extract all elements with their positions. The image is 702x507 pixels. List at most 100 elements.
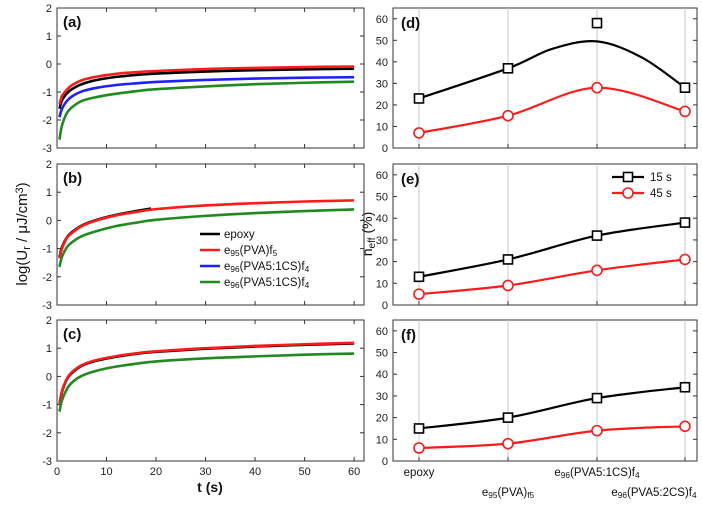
panel-label: (b) — [63, 170, 82, 187]
marker-circle-45-s — [502, 279, 514, 292]
category-label-part: 4 — [635, 471, 640, 480]
legend-label-part: 96 — [230, 281, 240, 290]
right-axis-labels: neff (%) — [359, 212, 378, 257]
legend-label: 15 s — [650, 172, 672, 184]
marker-circle-45-s — [502, 109, 514, 122]
y-tick-label: -1 — [42, 400, 52, 412]
marker-square-15-s — [679, 381, 691, 393]
series-line-45-s — [418, 425, 686, 450]
panel-e: 0 10 20 30 40 50 60 (e) — [376, 163, 698, 312]
y-tick-label: -3 — [42, 300, 52, 312]
category-label-part: 96 — [618, 491, 628, 500]
y-tick-label: 1 — [46, 31, 52, 43]
marker-circle-45-s — [413, 127, 425, 139]
legend-marker-circle — [622, 187, 634, 199]
series-line-45-s — [418, 258, 686, 296]
x-tick-label: 10 — [100, 466, 112, 478]
marker-square-15-s — [591, 17, 603, 29]
series-line-e95-pva-f5 — [58, 199, 355, 259]
marker-square-15-s — [413, 423, 425, 434]
marker-square-15-s — [591, 230, 603, 241]
y-tick-label: 20 — [376, 100, 388, 112]
right-y-axis-label-part: n — [359, 248, 375, 256]
legend-label: 45 s — [650, 188, 672, 200]
legend-label-part: e — [224, 245, 230, 257]
marker-square-15-s — [413, 271, 425, 283]
marker-circle-45-s — [679, 420, 691, 433]
panel-label: (a) — [63, 14, 81, 31]
legend-label-part: 4 — [305, 281, 310, 290]
y-tick-label: 30 — [376, 78, 388, 90]
left-x-axis-label: t (s) — [197, 479, 223, 495]
category-label: e96(PVA5:1CS)f4 — [554, 467, 640, 480]
y-tick-label: 40 — [376, 369, 388, 381]
x-tick-label: 20 — [150, 466, 162, 478]
legend-label: e96(PVA5:1CS)f4 — [224, 261, 310, 274]
y-tick-label: 60 — [376, 14, 388, 26]
y-tick-label: 1 — [46, 187, 52, 199]
series-line-e96-pva5-1cs-f4 — [58, 208, 355, 268]
category-label-part: e — [482, 487, 488, 499]
left-y-axis-label: log(Ur / μJ/cm3) — [14, 182, 33, 285]
left-y-axis-label-part: ) — [14, 182, 31, 187]
y-tick-label: 10 — [376, 278, 388, 290]
y-tick-label: -2 — [42, 115, 52, 127]
y-tick-label: -2 — [42, 272, 52, 284]
axes-frame — [56, 163, 365, 306]
left-y-axis-label-part: r — [21, 246, 33, 250]
y-tick-label: 10 — [376, 434, 388, 446]
marker-square-15-s — [502, 412, 514, 423]
y-tick-label: 50 — [376, 35, 388, 47]
y-tick-label: 1 — [46, 343, 52, 355]
category-label-part: (PVA5:2CS)f — [627, 487, 693, 499]
series-line-15-s — [418, 221, 686, 278]
right-y-axis-label-part: eff — [367, 237, 378, 248]
y-tick-label: 60 — [376, 326, 388, 338]
marker-circle-45-s — [679, 253, 691, 266]
series-line-e96-pva5-1cs-f4 — [58, 75, 355, 118]
series-line-e96-pva5-1cs-f4 — [58, 80, 355, 140]
panel-label: (f) — [401, 327, 416, 344]
legend-label-part: 5 — [273, 249, 278, 258]
panel-label: (e) — [401, 171, 419, 188]
panel-a: -3 -2 -1 0 1 2 (a) — [42, 3, 365, 155]
category-label: e96(PVA5:2CS)f4 — [611, 487, 697, 500]
legend-label-part: 96 — [230, 265, 240, 274]
series-line-15-s — [418, 386, 686, 430]
y-tick-label: 50 — [376, 192, 388, 204]
series-line-15-s — [418, 40, 686, 100]
y-tick-label: 60 — [376, 170, 388, 182]
category-labels: epoxye95(PVA)f5e96(PVA5:1CS)f4e96(PVA5:2… — [404, 467, 697, 500]
legend-label: e95(PVA)f5 — [224, 245, 278, 258]
category-label-part: (PVA5:1CS)f — [570, 467, 636, 479]
legend-label-part: 95 — [230, 249, 240, 258]
series-line-e96-pva5-1cs-f4 — [58, 352, 355, 412]
marker-circle-45-s — [591, 264, 603, 277]
axes-frame — [56, 7, 365, 149]
axes-frame — [392, 319, 698, 462]
series-line-epoxy — [58, 342, 355, 405]
legend-right: 15 s 45 s — [612, 171, 672, 200]
left-axis-labels: log(Ur / μJ/cm3) t (s) — [14, 182, 223, 495]
y-tick-label: 2 — [46, 3, 52, 15]
panel-label: (d) — [401, 15, 420, 32]
category-label-part: epoxy — [404, 467, 435, 479]
y-tick-label: -2 — [42, 428, 52, 440]
y-tick-label: 40 — [376, 57, 388, 69]
y-tick-label: 20 — [376, 413, 388, 425]
y-tick-label: -1 — [42, 244, 52, 256]
series-line-45-s — [418, 86, 686, 134]
y-tick-label: -1 — [42, 87, 52, 99]
axes-frame — [56, 319, 365, 462]
x-tick-label: 60 — [348, 466, 360, 478]
marker-square-15-s — [679, 82, 691, 93]
y-tick-label: 0 — [46, 215, 52, 227]
y-tick-label: 2 — [46, 315, 52, 327]
legend-left: epoxy e95(PVA)f5 e96(PVA5:1CS)f4 e96(PVA5:1… — [200, 229, 310, 290]
marker-square-15-s — [679, 217, 691, 228]
marker-square-15-s — [502, 63, 514, 74]
legend-label: e96(PVA5:1CS)f4 — [224, 277, 310, 290]
legend-label-part: epoxy — [224, 229, 255, 241]
